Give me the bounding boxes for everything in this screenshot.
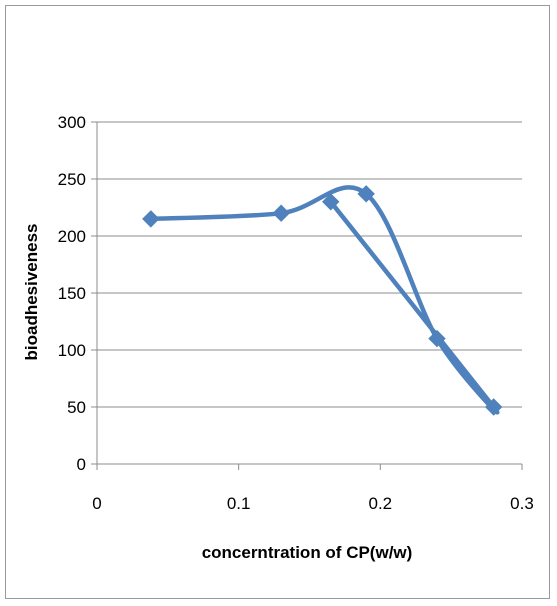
y-tick-label-250: 250 [58, 170, 86, 189]
data-point-0 [142, 210, 160, 228]
y-tick-label-100: 100 [58, 341, 86, 360]
x-tick-labels: 0 0.1 0.2 0.3 [92, 494, 534, 513]
data-point-3 [428, 329, 446, 348]
x-tick-label-0: 0 [92, 494, 101, 513]
data-point-5 [322, 193, 340, 211]
y-tick-label-200: 200 [58, 227, 86, 246]
y-tick-label-300: 300 [58, 113, 86, 132]
chart-frame [5, 5, 550, 599]
x-tick-label-0.3: 0.3 [510, 494, 534, 513]
y-tick-label-50: 50 [67, 398, 86, 417]
axes [91, 121, 523, 470]
data-point-1 [272, 204, 290, 222]
data-point-4 [484, 398, 503, 416]
data-series [142, 185, 503, 416]
x-tick-label-0.1: 0.1 [227, 494, 251, 513]
y-axis-title: bioadhesiveness [22, 223, 41, 360]
data-point-2 [357, 185, 375, 203]
series-0-line [148, 185, 500, 415]
y-tick-label-0: 0 [77, 455, 86, 474]
x-tick-label-0.2: 0.2 [369, 494, 393, 513]
x-axis-title: concerntration of CP(w/w) [202, 543, 413, 562]
y-tick-label-150: 150 [58, 284, 86, 303]
y-tick-labels: 0 50 100 150 200 250 300 [58, 113, 86, 474]
